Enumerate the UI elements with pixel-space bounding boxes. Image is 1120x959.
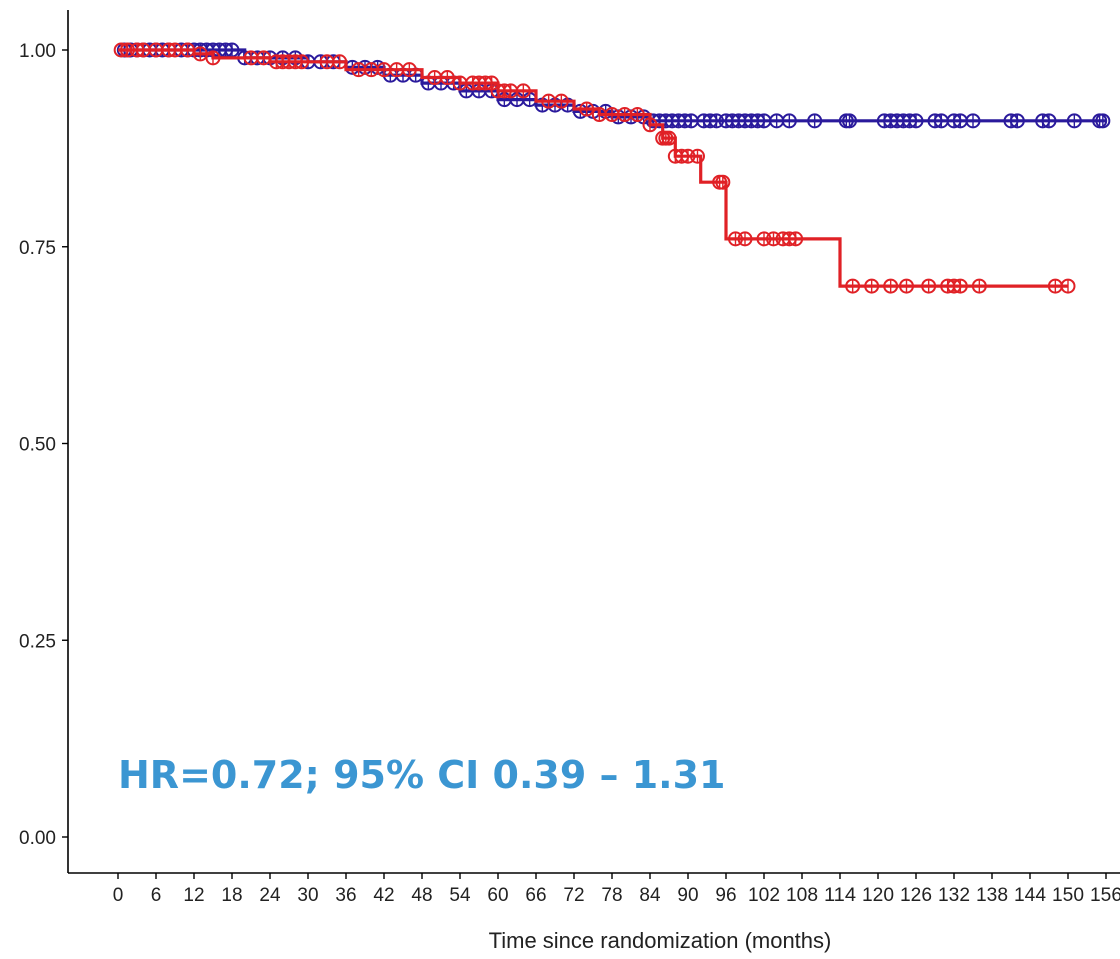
survival-curve <box>118 48 1068 288</box>
x-tick-label: 36 <box>335 885 356 906</box>
x-tick-label: 30 <box>297 885 318 906</box>
x-tick-label: 84 <box>639 885 661 906</box>
x-tick-label: 156 <box>1090 885 1120 906</box>
x-tick-label: 108 <box>786 885 818 906</box>
x-tick-label: 90 <box>677 885 698 906</box>
x-tick-label: 120 <box>862 885 894 906</box>
x-axis-title: Time since randomization (months) <box>489 928 832 953</box>
x-tick-label: 114 <box>824 885 856 906</box>
x-tick-label: 78 <box>601 885 622 906</box>
hazard-ratio-annotation: HR=0.72; 95% CI 0.39 – 1.31 <box>118 753 726 797</box>
x-tick-label: 126 <box>900 885 932 906</box>
x-tick-label: 18 <box>221 885 242 906</box>
y-tick-label: 0.25 <box>19 631 56 652</box>
x-tick-label: 0 <box>113 885 124 906</box>
y-tick-label: 0.50 <box>19 435 56 456</box>
x-tick-label: 48 <box>411 885 432 906</box>
x-tick-label: 60 <box>487 885 508 906</box>
x-tick-label: 144 <box>1014 885 1046 906</box>
x-tick-label: 6 <box>151 885 162 906</box>
x-tick-label: 12 <box>183 885 204 906</box>
x-tick-label: 66 <box>525 885 546 906</box>
x-tick-label: 72 <box>563 885 584 906</box>
axes: 0.00 0.25 0.50 0.75 1.00 0 6 12 18 24 30 36 42 48 54 60… <box>19 10 1120 906</box>
x-tick-label: 42 <box>373 885 394 906</box>
x-tick-label: 102 <box>748 885 780 906</box>
x-tick-label: 132 <box>938 885 970 906</box>
x-tick-label: 138 <box>976 885 1008 906</box>
x-tick-label: 150 <box>1052 885 1084 906</box>
y-tick-label: 0.00 <box>19 828 56 849</box>
x-tick-label: 96 <box>715 885 736 906</box>
series-layer <box>113 42 1111 294</box>
x-tick-label: 54 <box>449 885 471 906</box>
y-tick-label: 1.00 <box>19 41 56 62</box>
x-tick-label: 24 <box>259 885 281 906</box>
y-tick-label: 0.75 <box>19 238 56 259</box>
